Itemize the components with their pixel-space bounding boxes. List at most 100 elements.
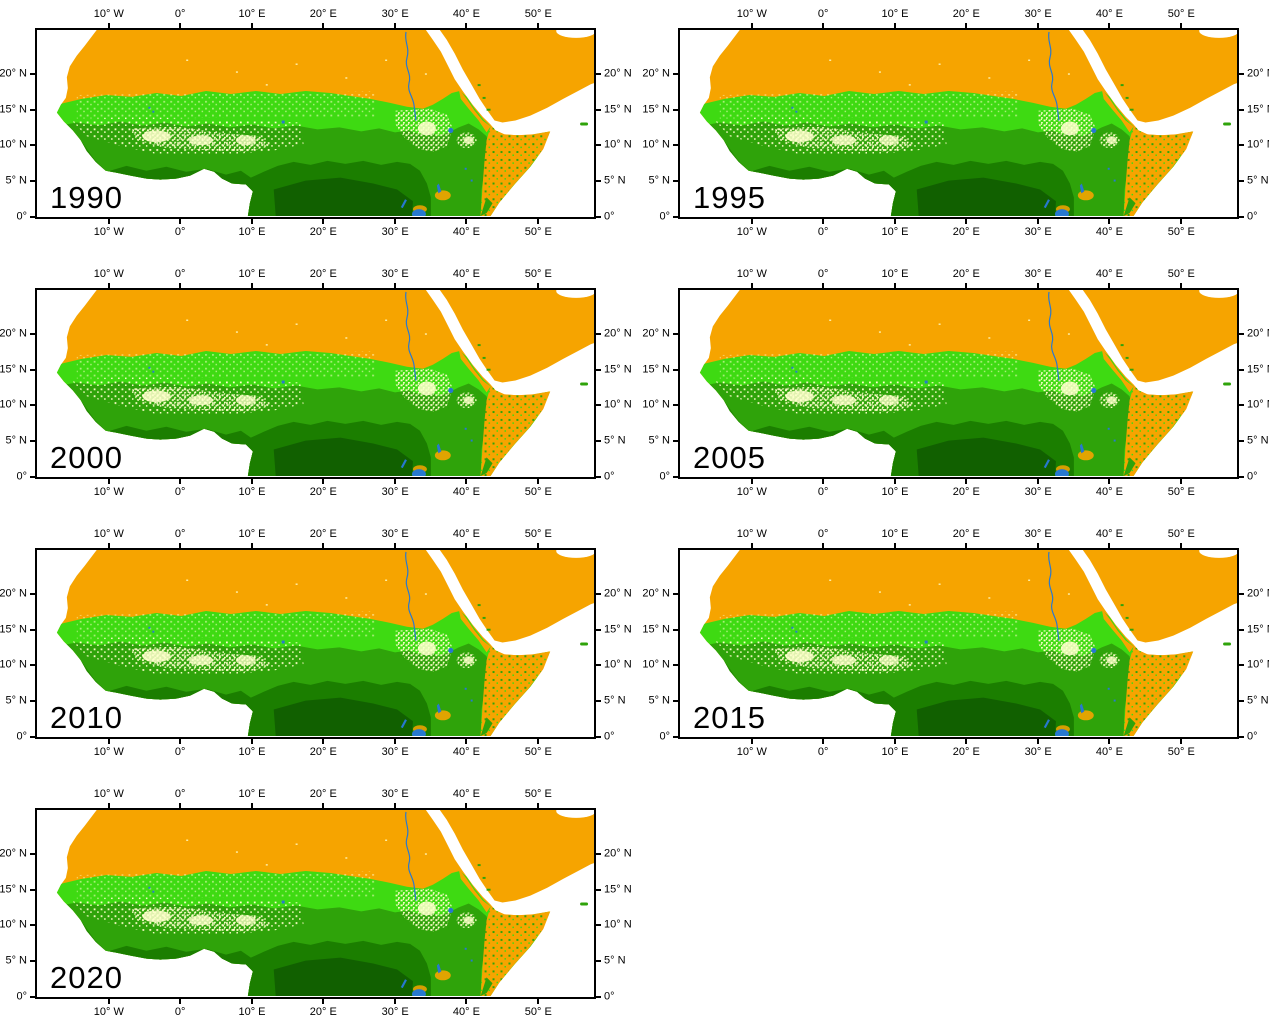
longitude-tick-top [394,803,397,810]
longitude-tick-top [179,23,182,30]
latitude-tick-left [30,108,37,111]
longitude-tick-top [107,543,110,550]
latitude-tick-left [30,593,37,596]
longitude-tick-bottom [750,477,753,484]
latitude-label-left: 20° N [0,67,27,80]
longitude-tick-bottom [394,737,397,744]
longitude-tick-bottom [251,997,253,1004]
latitude-tick-left [30,628,37,631]
longitude-label-top: 10° E [238,528,266,540]
longitude-label-bottom: 40° E [452,486,480,498]
longitude-tick-top [179,543,182,550]
longitude-tick-bottom [1180,217,1183,224]
latitude-tick-right [1237,144,1244,147]
latitude-tick-right [1237,108,1244,111]
latitude-label-left: 20° N [642,327,670,340]
longitude-tick-bottom [537,997,540,1004]
longitude-tick-top [251,543,253,550]
latitude-label-right: 10° N [604,658,632,671]
longitude-label-bottom: 30° E [381,226,409,238]
latitude-label-right: 20° N [604,587,632,600]
longitude-label-top: 30° E [381,788,409,800]
latitude-label-left: 15° N [642,103,670,116]
longitude-label-top: 50° E [1167,8,1195,20]
latitude-label-left: 20° N [642,67,670,80]
longitude-tick-bottom [1037,217,1040,224]
latitude-tick-left [673,73,680,76]
latitude-label-left: 0° [16,210,27,223]
latitude-tick-right [594,368,601,371]
longitude-label-top: 50° E [1167,528,1195,540]
latitude-label-right: 0° [604,210,615,223]
latitude-label-left: 5° N [5,954,27,967]
longitude-label-bottom: 0° [817,226,829,238]
latitude-tick-left [673,628,680,631]
longitude-tick-top [251,803,253,810]
latitude-label-right: 5° N [604,174,626,187]
latitude-label-left: 20° N [0,587,27,600]
longitude-tick-bottom [822,217,825,224]
latitude-label-right: 10° N [1247,658,1269,671]
longitude-tick-bottom [322,997,325,1004]
longitude-label-top: 50° E [524,268,552,280]
year-label-2010: 2010 [50,700,123,735]
latitude-tick-left [673,368,680,371]
longitude-label-top: 0° [817,8,829,20]
longitude-label-bottom: 40° E [1095,486,1123,498]
longitude-tick-top [822,283,825,290]
latitude-label-left: 10° N [0,918,27,931]
map-frame-2000: 2000 10° W 10° W 0° 0° 10° E 10° E 20° E 20° E 3… [0,269,632,498]
longitude-tick-top [1180,23,1183,30]
longitude-label-top: 10° W [736,8,767,20]
latitude-tick-left [30,853,37,856]
panel-1995: 1995 10° W 10° W 0° 0° 10° E 10° E 20° E 20° E 3… [642,9,1269,238]
longitude-tick-bottom [894,217,896,224]
latitude-tick-right [594,216,601,218]
longitude-label-top: 0° [174,528,186,540]
latitude-tick-left [30,404,37,407]
longitude-tick-top [1037,283,1040,290]
longitude-label-bottom: 10° W [93,1006,124,1018]
longitude-tick-bottom [1108,217,1111,224]
longitude-tick-top [894,543,896,550]
longitude-label-bottom: 40° E [452,1006,480,1018]
latitude-tick-left [673,476,680,478]
latitude-tick-left [673,108,680,111]
latitude-tick-right [594,664,601,667]
longitude-label-top: 50° E [524,8,552,20]
latitude-tick-right [594,959,601,962]
longitude-tick-bottom [1180,477,1183,484]
longitude-tick-bottom [251,737,253,744]
longitude-label-bottom: 10° W [736,746,767,758]
longitude-label-bottom: 20° E [952,486,980,498]
longitude-tick-bottom [1108,477,1111,484]
latitude-label-left: 0° [16,990,27,1003]
longitude-tick-top [965,283,968,290]
longitude-label-top: 10° E [238,788,266,800]
latitude-label-right: 10° N [1247,398,1269,411]
longitude-tick-top [179,283,182,290]
longitude-label-bottom: 50° E [524,226,552,238]
longitude-tick-top [965,543,968,550]
longitude-label-top: 40° E [1095,268,1123,280]
latitude-label-left: 10° N [642,138,670,151]
longitude-label-bottom: 10° W [736,486,767,498]
latitude-label-right: 5° N [604,434,626,447]
latitude-label-right: 0° [1247,470,1258,483]
longitude-label-bottom: 20° E [309,486,337,498]
latitude-tick-left [30,924,37,927]
longitude-label-top: 10° W [93,8,124,20]
latitude-tick-left [673,593,680,596]
longitude-tick-bottom [750,217,753,224]
longitude-label-top: 20° E [309,528,337,540]
latitude-tick-left [30,368,37,371]
longitude-tick-top [1180,543,1183,550]
longitude-label-top: 0° [817,528,829,540]
longitude-tick-top [965,23,968,30]
longitude-label-top: 30° E [381,528,409,540]
longitude-tick-top [394,23,397,30]
latitude-tick-right [594,108,601,111]
latitude-label-right: 20° N [604,847,632,860]
latitude-label-left: 15° N [0,623,27,636]
